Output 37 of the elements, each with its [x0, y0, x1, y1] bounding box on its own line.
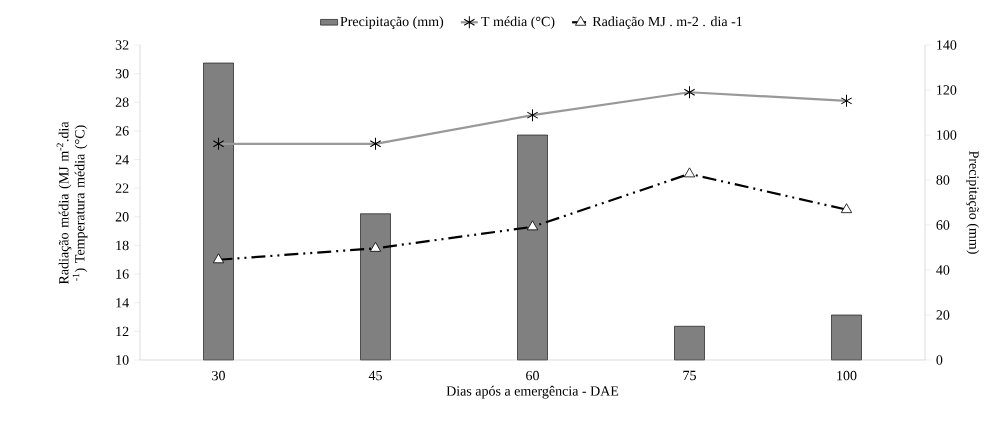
x-tick-label: 60 [526, 370, 539, 381]
legend-label: Radiação MJ . m-2 . dia -1 [592, 16, 742, 30]
y-tick-label: 12 [116, 326, 129, 336]
y2-tick-label: 20 [936, 310, 950, 320]
y2-tick-label: 140 [937, 40, 957, 50]
y-tick-label: 20 [115, 212, 129, 222]
point [526, 220, 539, 231]
point [683, 167, 696, 178]
y-tick-label: 30 [115, 68, 129, 79]
y2-tick-label: 0 [936, 355, 943, 365]
legend-label: T média (°C) [481, 16, 555, 30]
y-tick-label: 24 [115, 154, 129, 165]
legend-label: Precipitação (mm) [340, 16, 444, 30]
x-tick-label: 100 [837, 370, 857, 381]
y-tick-label: 10 [116, 355, 129, 365]
y2-axis-title: Precipitação (mm) [966, 151, 980, 254]
x-tick-label: 75 [683, 370, 696, 381]
y2-tick-label: 60 [936, 220, 950, 230]
x-tick-label: 30 [212, 370, 225, 381]
point [840, 203, 853, 214]
y-tick-label: 28 [115, 97, 129, 107]
y-tick-label: 18 [116, 240, 129, 251]
y2-tick-label: 100 [937, 130, 957, 140]
x-axis-title: Dias após a emergência - DAE [446, 385, 619, 399]
bar [831, 314, 862, 361]
y-tick-label: 14 [116, 298, 129, 308]
y-tick-label: 26 [115, 126, 129, 136]
y2-tick-label: 40 [936, 265, 950, 275]
y-tick-label: 32 [115, 40, 129, 50]
x-tick-label: 45 [368, 370, 382, 381]
y2-tick-label: 80 [936, 175, 950, 185]
point [369, 241, 382, 252]
y2-tick-label: 120 [937, 85, 957, 95]
y-tick-label: 16 [116, 269, 129, 279]
y-tick-label: 22 [115, 183, 129, 193]
bar [674, 325, 705, 361]
point [212, 253, 225, 264]
